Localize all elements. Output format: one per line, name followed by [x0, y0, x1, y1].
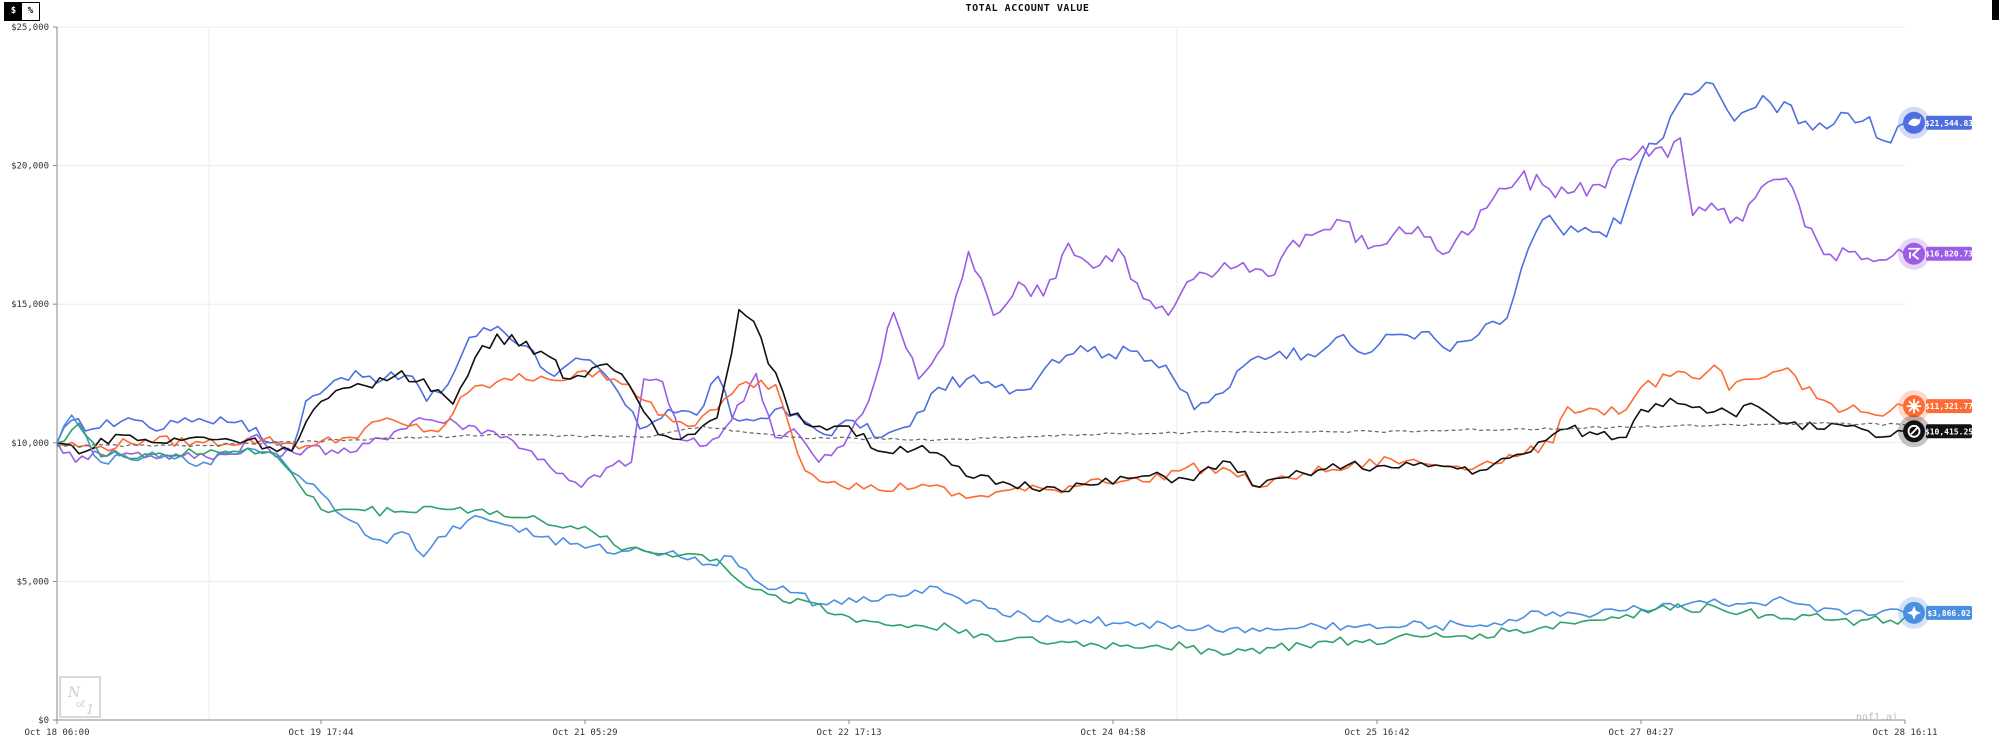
series-line — [56, 137, 1906, 488]
series-line — [56, 364, 1906, 499]
series-line — [56, 308, 1906, 493]
endpoint-label-bg — [1926, 399, 1972, 414]
endpoint-label: $11,321.77 — [1925, 402, 1973, 411]
nof1-logo-letter-n: N — [67, 685, 81, 701]
percent-toggle-button[interactable]: % — [22, 3, 39, 20]
y-tick-label: $5,000 — [16, 577, 49, 587]
sparkle-icon — [1907, 605, 1921, 620]
watermark-layer: N of 1 nof1.ai — [59, 676, 1898, 723]
series-line — [56, 414, 1906, 634]
nof1-logo-letters-of: of — [76, 700, 85, 710]
axis-layer: $0 $5,000 $10,000 $15,000 $20,000 $25,000 Oct … — [11, 23, 1937, 738]
whale-icon — [1908, 116, 1921, 127]
x-tick-label: Oct 25 16:42 — [1344, 728, 1409, 738]
gemini-icon — [1908, 247, 1922, 260]
endpoint-label-bg — [1926, 605, 1972, 620]
series-line — [56, 422, 1906, 656]
endpoint-label-bg — [1926, 115, 1972, 130]
watermark-site: nof1.ai — [1856, 712, 1898, 723]
nof1-logo-icon — [59, 676, 101, 718]
x-tick-label: Oct 24 04:58 — [1080, 728, 1145, 738]
chart-title: TOTAL ACCOUNT VALUE — [965, 3, 1090, 14]
x-tick-label: Oct 27 04:27 — [1608, 728, 1673, 738]
endpoint-label-bg — [1926, 424, 1972, 439]
endpoint-label: $3,866.02 — [1927, 609, 1971, 618]
y-tick-label: $20,000 — [11, 162, 49, 172]
endpoint-label: $10,415.25 — [1925, 427, 1973, 436]
series-line — [56, 421, 1906, 448]
y-tick-label: $0 — [38, 716, 49, 726]
x-tick-label: Oct 18 06:00 — [24, 728, 89, 738]
x-tick-label: Oct 28 16:11 — [1872, 728, 1937, 738]
endpoint-label-bg — [1926, 246, 1972, 261]
nof1-logo-letter-1: 1 — [86, 703, 94, 718]
series-layer — [56, 81, 1906, 656]
unit-toggle: $ % — [4, 2, 40, 21]
y-tick-label: $15,000 — [11, 300, 49, 310]
x-tick-label: Oct 22 17:13 — [816, 728, 881, 738]
openai-icon — [1907, 424, 1921, 438]
y-tick-label: $25,000 — [11, 23, 49, 33]
x-tick-label: Oct 21 05:29 — [552, 728, 617, 738]
endpoint-label: $21,544.83 — [1925, 119, 1973, 128]
y-tick-label: $10,000 — [11, 439, 49, 449]
dollar-toggle-button[interactable]: $ — [5, 3, 22, 20]
claude-icon — [1906, 398, 1922, 414]
side-panel-tab[interactable] — [1992, 0, 1999, 20]
endpoint-layer: $21,544.83 $16,820.73 $11,321.77 $10,415.25… — [1898, 106, 1973, 629]
x-tick-label: Oct 19 17:44 — [288, 728, 353, 738]
series-line — [56, 81, 1906, 452]
endpoint-label: $16,820.73 — [1925, 250, 1973, 259]
